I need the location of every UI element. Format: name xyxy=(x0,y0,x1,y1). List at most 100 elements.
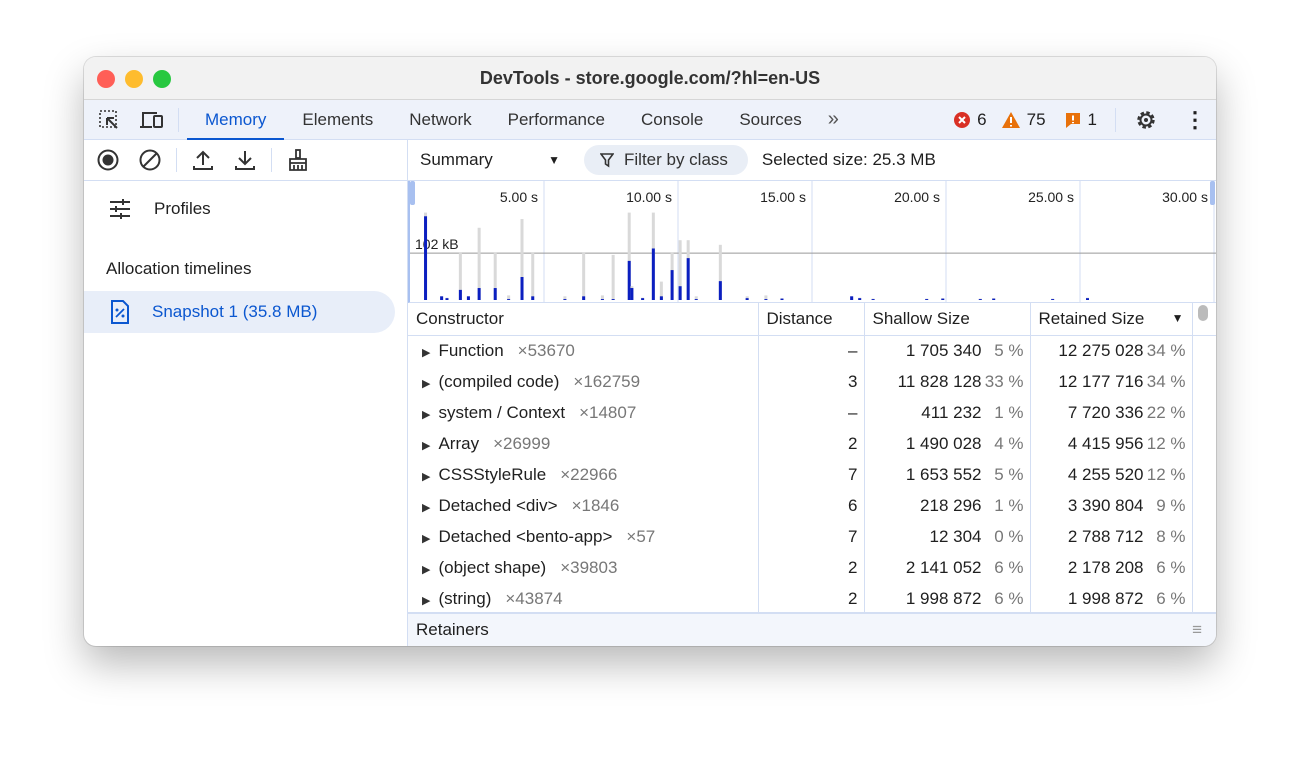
live-allocation-bar xyxy=(659,296,663,300)
total-allocation-bar xyxy=(531,252,535,300)
upload-icon[interactable] xyxy=(191,149,215,171)
memory-toolbar: Summary ▼ Filter by class Selected size: … xyxy=(84,140,1216,181)
live-allocation-bar xyxy=(686,258,690,300)
devtools-window: DevTools - store.google.com/?hl=en-US Me… xyxy=(84,57,1216,646)
expand-triangle-icon[interactable]: ▶ xyxy=(422,346,431,359)
column-retained-size[interactable]: Retained Size ▼ xyxy=(1030,303,1193,336)
total-allocation-bar xyxy=(678,240,682,300)
title-bar: DevTools - store.google.com/?hl=en-US xyxy=(84,57,1216,100)
table-row[interactable]: ▶ (object shape) ×39803 2 2 141 052 6 % 2 1… xyxy=(408,552,1216,583)
table-row[interactable]: ▶ Array ×26999 2 1 490 028 4 % 4 415 956 12 … xyxy=(408,428,1216,459)
window-title: DevTools - store.google.com/?hl=en-US xyxy=(479,68,821,88)
table-row[interactable]: ▶ Function ×53670 – 1 705 340 5 % 12 275 02… xyxy=(408,335,1216,366)
error-count[interactable]: 6 xyxy=(977,109,987,129)
live-allocation-bar xyxy=(780,298,784,300)
snapshot-file-icon xyxy=(111,300,129,324)
table-row[interactable]: ▶ Detached <div> ×1846 6 218 296 1 % 3 390 … xyxy=(408,490,1216,521)
more-tabs-icon[interactable]: » xyxy=(827,108,839,130)
tab-console[interactable]: Console xyxy=(640,109,704,129)
zoom-button[interactable] xyxy=(153,70,171,88)
clear-icon[interactable] xyxy=(138,149,162,171)
range-handle-right xyxy=(1210,181,1215,205)
live-allocation-bar xyxy=(651,248,655,300)
collect-garbage-icon[interactable] xyxy=(286,149,310,171)
live-allocation-bar xyxy=(694,299,698,300)
live-allocation-bar xyxy=(992,298,996,300)
total-allocation-bar xyxy=(694,296,698,300)
live-allocation-bar xyxy=(582,296,586,300)
warning-icon[interactable] xyxy=(1001,111,1021,129)
live-allocation-bar xyxy=(493,288,497,300)
live-allocation-bar xyxy=(563,299,567,300)
issue-icon[interactable] xyxy=(1064,111,1082,129)
live-allocation-bar xyxy=(600,299,604,300)
sort-descending-icon: ▼ xyxy=(1171,310,1184,325)
live-allocation-bar xyxy=(978,299,982,300)
live-allocation-bar xyxy=(871,299,875,300)
snapshot-view: 5.00 s 10.00 s 15.00 s 20.00 s 25.00 s 30.00 … xyxy=(408,181,1216,646)
tab-sources[interactable]: Sources xyxy=(739,109,802,129)
download-icon[interactable] xyxy=(233,149,257,171)
total-allocation-bar xyxy=(507,295,511,300)
expand-triangle-icon[interactable]: ▶ xyxy=(422,501,431,514)
live-allocation-bar xyxy=(627,260,631,300)
more-options-icon[interactable]: ⋮ xyxy=(1184,106,1206,132)
column-shallow-size[interactable]: Shallow Size xyxy=(864,303,1031,336)
filter-icon xyxy=(600,153,614,168)
live-allocation-bar xyxy=(678,286,682,300)
live-allocation-bar xyxy=(466,296,470,300)
live-allocation-bar xyxy=(764,299,768,300)
table-row[interactable]: ▶ (compiled code) ×162759 3 11 828 128 33 %… xyxy=(408,366,1216,397)
expand-triangle-icon[interactable]: ▶ xyxy=(422,532,431,545)
tab-memory[interactable]: Memory xyxy=(187,100,285,140)
live-allocation-bar xyxy=(440,296,444,300)
tab-performance[interactable]: Performance xyxy=(507,109,605,129)
table-row[interactable]: ▶ Detached <bento-app> ×57 7 12 304 0 % 2 7… xyxy=(408,521,1216,552)
timeline-tick-label: 5.00 s xyxy=(500,189,538,205)
table-row[interactable]: ▶ system / Context ×14807 – 411 232 1 % 7 7… xyxy=(408,397,1216,428)
section-title: Allocation timelines xyxy=(106,259,252,278)
close-button[interactable] xyxy=(97,70,115,88)
expand-triangle-icon[interactable]: ▶ xyxy=(422,470,431,483)
selected-size: Selected size: 25.3 MB xyxy=(761,150,936,169)
tab-network[interactable]: Network xyxy=(409,109,472,129)
live-allocation-bar xyxy=(925,299,929,300)
tab-elements[interactable]: Elements xyxy=(302,109,374,129)
live-allocation-bar xyxy=(520,277,524,300)
warning-count[interactable]: 75 xyxy=(1026,109,1046,129)
expand-triangle-icon[interactable]: ▶ xyxy=(422,563,431,576)
timeline-tick-label: 10.00 s xyxy=(626,189,672,205)
heap-summary-table: Constructor Distance Shallow Size Retain… xyxy=(408,303,1216,613)
expand-triangle-icon[interactable]: ▶ xyxy=(422,377,431,390)
total-allocation-bar xyxy=(764,295,768,300)
table-row[interactable]: ▶ (string) ×43874 2 1 998 872 6 % 1 998 872… xyxy=(408,583,1216,613)
settings-gear-icon[interactable] xyxy=(1134,108,1158,132)
minimize-button[interactable] xyxy=(125,70,143,88)
issue-count[interactable]: 1 xyxy=(1087,109,1097,129)
scale-label: 102 kB xyxy=(415,236,459,252)
error-icon[interactable] xyxy=(953,111,971,129)
filter-by-class-input[interactable]: Filter by class xyxy=(584,145,748,175)
total-allocation-bar xyxy=(718,244,722,300)
column-distance[interactable]: Distance xyxy=(758,303,865,336)
profiles-sidebar: Profiles Allocation timelines Snapshot 1… xyxy=(84,181,408,646)
tab-bar: Memory Elements Network Performance Console S… xyxy=(84,100,1216,140)
expand-triangle-icon[interactable]: ▶ xyxy=(422,594,431,607)
total-allocation-bar xyxy=(458,252,462,300)
expand-triangle-icon[interactable]: ▶ xyxy=(422,439,431,452)
view-select[interactable]: Summary ▼ xyxy=(420,150,560,169)
column-constructor[interactable]: Constructor xyxy=(408,303,759,336)
retainers-panel[interactable]: Retainers ≡ xyxy=(408,612,1216,646)
table-row[interactable]: ▶ CSSStyleRule ×22966 7 1 653 552 5 % 4 255… xyxy=(408,459,1216,490)
total-allocation-bar xyxy=(520,219,524,300)
profiles-header: Profiles xyxy=(84,181,407,237)
expand-triangle-icon[interactable]: ▶ xyxy=(422,408,431,421)
allocation-timeline[interactable]: 5.00 s 10.00 s 15.00 s 20.00 s 25.00 s 30.00 … xyxy=(408,181,1216,303)
record-icon[interactable] xyxy=(96,149,120,171)
snapshot-item[interactable]: Snapshot 1 (35.8 MB) xyxy=(84,291,395,333)
scrollbar[interactable] xyxy=(1198,305,1208,321)
inspect-element-icon[interactable] xyxy=(84,108,134,132)
live-allocation-bar xyxy=(630,288,634,300)
device-toolbar-icon[interactable] xyxy=(134,109,170,131)
timeline-tick-label: 20.00 s xyxy=(894,189,940,205)
